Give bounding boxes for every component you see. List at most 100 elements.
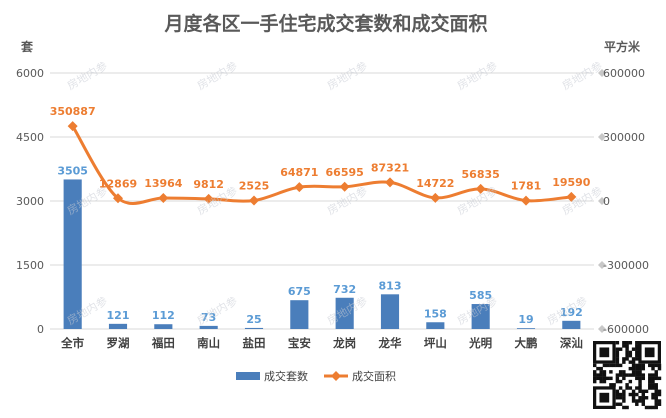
qr-module xyxy=(641,389,646,394)
line-data-label: 13964 xyxy=(144,177,183,190)
qr-module xyxy=(638,386,642,390)
line-point xyxy=(67,121,78,132)
qr-module xyxy=(635,392,639,397)
qr-module xyxy=(635,399,639,403)
watermark-text: 房地内参 xyxy=(65,58,110,92)
bar-series xyxy=(63,179,581,329)
qr-module xyxy=(648,386,652,390)
line-point xyxy=(158,193,169,204)
line-point xyxy=(339,181,350,192)
qr-module xyxy=(641,392,646,397)
qr-module xyxy=(602,379,607,384)
qr-module xyxy=(625,353,629,358)
qr-module xyxy=(638,396,642,400)
bar-data-label: 192 xyxy=(560,306,583,319)
qr-module xyxy=(618,396,623,400)
qr-module xyxy=(657,392,662,397)
qr-module xyxy=(599,376,603,381)
qr-module xyxy=(618,379,623,384)
legend-item-bar[interactable]: 成交套数 xyxy=(236,369,308,383)
qr-module xyxy=(648,376,652,381)
legend-swatch-bar xyxy=(236,372,260,380)
bar xyxy=(108,323,128,329)
qr-module xyxy=(631,357,636,361)
line-point xyxy=(203,193,214,204)
bar xyxy=(516,328,536,329)
qr-module xyxy=(596,376,600,381)
left-axis-ticks: 0 1500 3000 4500 6000 xyxy=(16,67,44,336)
qr-module xyxy=(641,366,646,371)
qr-module xyxy=(618,386,623,390)
line-data-label: 64871 xyxy=(280,166,318,179)
x-axis-tick-label: 龙岗 xyxy=(332,336,356,350)
qr-module xyxy=(618,370,623,374)
qr-module xyxy=(657,389,662,394)
legend-label-line: 成交面积 xyxy=(352,369,396,383)
qr-module xyxy=(654,399,658,403)
qr-module xyxy=(625,347,629,351)
qr-module xyxy=(654,389,658,394)
qr-module xyxy=(615,357,620,361)
legend[interactable]: 成交套数 成交面积 xyxy=(236,369,396,383)
qr-module xyxy=(638,370,642,374)
qr-module xyxy=(641,363,646,368)
qr-module xyxy=(651,379,655,384)
right-axis-tick-label: 600000 xyxy=(603,67,645,80)
qr-module xyxy=(593,363,597,368)
qr-module xyxy=(625,383,629,387)
left-axis-tick-label: 0 xyxy=(37,323,44,336)
qr-module xyxy=(618,392,623,397)
qr-module xyxy=(628,341,633,345)
qr-module xyxy=(618,347,623,351)
qr-module xyxy=(602,370,607,374)
qr-module xyxy=(605,376,610,381)
qr-module xyxy=(615,392,620,397)
left-axis-tick-label: 6000 xyxy=(16,67,44,80)
qr-module xyxy=(635,373,639,377)
line-data-label: 12869 xyxy=(99,177,137,190)
qr-module xyxy=(609,376,613,381)
bar xyxy=(562,320,581,329)
qr-module xyxy=(651,363,655,368)
qr-module xyxy=(593,373,597,377)
qr-module xyxy=(635,344,639,348)
line-point xyxy=(521,195,531,206)
qr-module xyxy=(657,376,662,381)
qr-module xyxy=(635,347,639,351)
qr-module xyxy=(654,396,658,400)
qr-module xyxy=(593,376,597,381)
qr-module xyxy=(596,366,600,371)
legend-item-line[interactable]: 成交面积 xyxy=(324,369,396,383)
right-axis-tick-label: -300000 xyxy=(603,259,649,272)
bar xyxy=(63,179,82,329)
line-series xyxy=(67,121,577,206)
qr-module xyxy=(622,392,626,397)
qr-module xyxy=(648,383,652,387)
qr-module xyxy=(641,402,646,406)
qr-module xyxy=(625,373,629,377)
qr-module xyxy=(615,360,620,364)
qr-module xyxy=(625,357,629,361)
bar-data-label: 121 xyxy=(107,309,130,322)
qr-module xyxy=(651,373,655,377)
line-data-label: 350887 xyxy=(50,105,96,118)
qr-module xyxy=(651,405,655,410)
qr-module xyxy=(644,405,649,410)
legend-marker-line xyxy=(331,371,341,381)
qr-module xyxy=(622,373,626,377)
qr-module xyxy=(628,386,633,390)
qr-module xyxy=(602,373,607,377)
qr-module xyxy=(644,396,649,400)
qr-module xyxy=(631,370,636,374)
bar-data-label: 675 xyxy=(288,285,311,298)
qr-module xyxy=(654,373,658,377)
bar-data-label: 585 xyxy=(469,289,492,302)
qr-module xyxy=(654,376,658,381)
qr-module xyxy=(635,366,639,371)
qr-module xyxy=(651,366,655,371)
watermark-text: 房地内参 xyxy=(455,58,500,92)
bar-data-label: 732 xyxy=(333,283,356,296)
bar xyxy=(199,325,218,329)
qr-module xyxy=(638,399,642,403)
qr-module xyxy=(593,370,597,374)
